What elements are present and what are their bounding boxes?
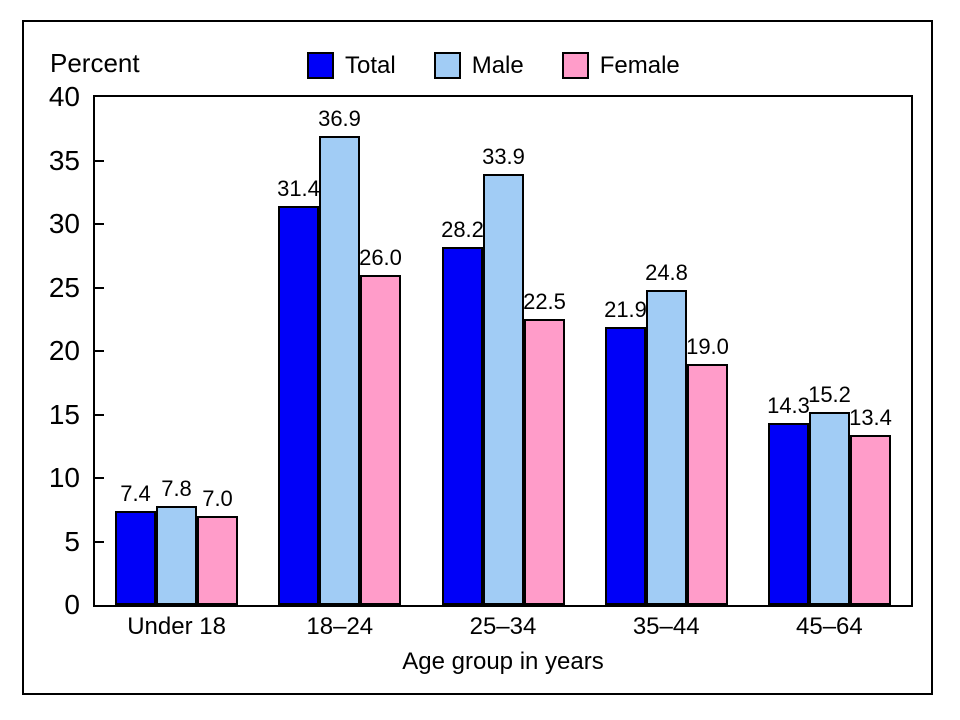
y-tick-mark bbox=[95, 159, 104, 162]
y-tick-mark bbox=[95, 413, 104, 416]
y-tick-label: 10 bbox=[48, 462, 80, 493]
bar-value-label: 33.9 bbox=[482, 144, 525, 169]
bar-value-label: 13.4 bbox=[849, 405, 892, 430]
x-axis-title: Age group in years bbox=[402, 648, 604, 675]
bar-male-under-18 bbox=[156, 506, 197, 605]
bar-male-35–44 bbox=[646, 290, 687, 605]
bar-value-label: 7.0 bbox=[202, 486, 233, 511]
x-category-label: 45–64 bbox=[796, 613, 863, 640]
x-category-label: 18–24 bbox=[306, 613, 374, 640]
bar-value-label: 15.2 bbox=[808, 382, 851, 407]
y-tick-mark bbox=[95, 540, 104, 543]
legend-item-female: Female bbox=[561, 51, 680, 79]
y-tick-label: 5 bbox=[64, 525, 80, 557]
bar-value-label: 7.4 bbox=[120, 481, 151, 506]
legend-swatch-total bbox=[307, 52, 334, 79]
bar-value-label: 26.0 bbox=[359, 245, 402, 270]
bar-total-under-18 bbox=[115, 511, 156, 605]
bar-female-35–44 bbox=[687, 364, 728, 605]
bar-value-label: 28.2 bbox=[441, 217, 484, 242]
legend-label: Total bbox=[345, 51, 396, 79]
bar-male-25–34 bbox=[483, 174, 524, 605]
x-category-label: Under 18 bbox=[127, 613, 226, 640]
bar-male-45–64 bbox=[809, 412, 850, 605]
bar-female-25–34 bbox=[524, 319, 565, 605]
y-tick-mark bbox=[95, 350, 104, 352]
bar-value-label: 7.8 bbox=[161, 476, 192, 501]
y-axis-title: Percent bbox=[50, 48, 140, 78]
y-tick-label: 20 bbox=[48, 335, 80, 366]
y-tick-label: 0 bbox=[64, 589, 80, 620]
bar-value-label: 22.5 bbox=[523, 289, 566, 314]
y-tick-mark bbox=[95, 477, 104, 479]
bar-male-18–24 bbox=[319, 136, 360, 605]
y-tick-mark bbox=[95, 223, 104, 225]
bar-value-label: 36.9 bbox=[318, 106, 361, 131]
bar-female-under-18 bbox=[197, 516, 238, 605]
bar-value-label: 19.0 bbox=[686, 334, 729, 359]
legend-label: Female bbox=[599, 51, 680, 79]
bar-total-45–64 bbox=[768, 423, 809, 605]
bar-value-label: 21.9 bbox=[604, 297, 647, 322]
legend: Total Male Female bbox=[307, 52, 680, 79]
y-tick-label: 30 bbox=[48, 208, 80, 239]
legend-swatch-male bbox=[433, 52, 461, 79]
bar-total-35–44 bbox=[605, 327, 646, 605]
bar-female-18–24 bbox=[360, 275, 401, 605]
legend-label: Male bbox=[471, 51, 524, 79]
x-category-label: 35–44 bbox=[632, 613, 700, 640]
y-tick-label: 15 bbox=[48, 398, 80, 430]
bar-value-label: 14.3 bbox=[767, 393, 810, 418]
y-tick-label: 25 bbox=[48, 271, 80, 303]
bar-total-25–34 bbox=[442, 247, 483, 605]
y-tick-label: 35 bbox=[48, 144, 80, 176]
x-category-label: 25–34 bbox=[469, 613, 537, 640]
plot-area: 7.4 7.8 7.0 31.4 36.9 26.0 28.2 33.9 22.5 21.9 24.… bbox=[93, 95, 913, 607]
legend-item-male: Male bbox=[433, 51, 524, 79]
bar-total-18–24 bbox=[278, 206, 319, 605]
chart-frame bbox=[22, 20, 933, 695]
legend-item-total: Total bbox=[307, 52, 396, 79]
bar-value-label: 24.8 bbox=[645, 260, 688, 285]
bar-value-label: 31.4 bbox=[277, 176, 320, 201]
bar-female-45–64 bbox=[850, 435, 891, 605]
legend-swatch-female bbox=[561, 52, 589, 79]
y-tick-label: 40 bbox=[48, 81, 80, 112]
y-tick-mark bbox=[95, 286, 104, 289]
